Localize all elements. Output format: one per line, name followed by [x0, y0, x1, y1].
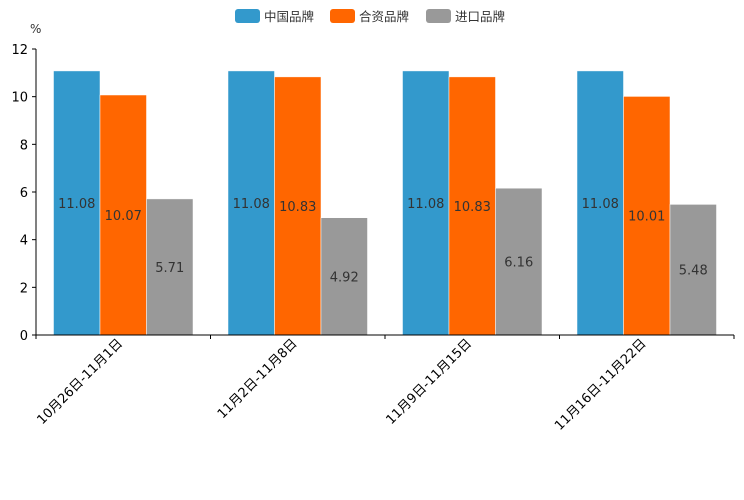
- bar-3-4: [669, 204, 717, 336]
- legend-label-2: 合资品牌: [359, 9, 409, 24]
- bar-3-2: [320, 217, 368, 336]
- bar-value-label: 11.08: [233, 197, 270, 212]
- bar-value-label: 4.92: [330, 270, 359, 285]
- bar-value-label: 10.01: [628, 210, 665, 225]
- bar-value-label: 5.48: [679, 264, 708, 279]
- bar-value-label: 5.71: [155, 261, 184, 276]
- bar-value-label: 10.83: [279, 200, 316, 215]
- bar-2-2: [274, 76, 322, 336]
- y-tick-label: 6: [20, 186, 28, 201]
- bar-value-label: 11.08: [407, 197, 444, 212]
- x-tick-label: 11月9日-11月15日: [383, 336, 475, 428]
- y-tick-label: 12: [11, 43, 28, 58]
- y-tick-label: 4: [20, 234, 28, 249]
- legend-swatch-3: [426, 9, 451, 23]
- bar-3-1: [146, 198, 194, 336]
- bar-2-4: [623, 96, 671, 336]
- bar-value-label: 11.08: [582, 197, 619, 212]
- legend: 中国品牌 合资品牌 进口品牌: [235, 9, 505, 24]
- y-axis-unit-label: %: [30, 22, 41, 36]
- y-axis: 0 2 4 6 8 10 12: [11, 43, 37, 344]
- legend-swatch-2: [330, 9, 355, 23]
- bars: 11.08 10.07 5.71 11.08 10.83 4.92 11.08 10.83 6.…: [53, 70, 717, 336]
- bar-value-label: 10.07: [105, 209, 142, 224]
- bar-2-3: [448, 76, 496, 336]
- legend-label-1: 中国品牌: [264, 9, 314, 24]
- bar-value-label: 6.16: [504, 256, 533, 271]
- bar-value-label: 10.83: [454, 200, 491, 215]
- legend-label-3: 进口品牌: [455, 9, 505, 24]
- x-tick-label: 10月26日-11月1日: [34, 336, 126, 428]
- y-tick-label: 8: [20, 138, 28, 153]
- x-tick-label: 11月16日-11月22日: [552, 336, 649, 433]
- bar-value-label: 11.08: [58, 197, 95, 212]
- y-tick-label: 0: [20, 329, 28, 344]
- bar-1-3: [402, 70, 450, 336]
- x-tick-label: 11月2日-11月8日: [215, 336, 301, 422]
- x-axis: 10月26日-11月1日 11月2日-11月8日 11月9日-11月15日 11月16…: [34, 334, 735, 434]
- bar-2-1: [99, 94, 147, 336]
- legend-swatch-1: [235, 9, 260, 23]
- y-tick-label: 2: [20, 281, 28, 296]
- bar-1-1: [53, 70, 101, 336]
- y-tick-label: 10: [11, 91, 28, 106]
